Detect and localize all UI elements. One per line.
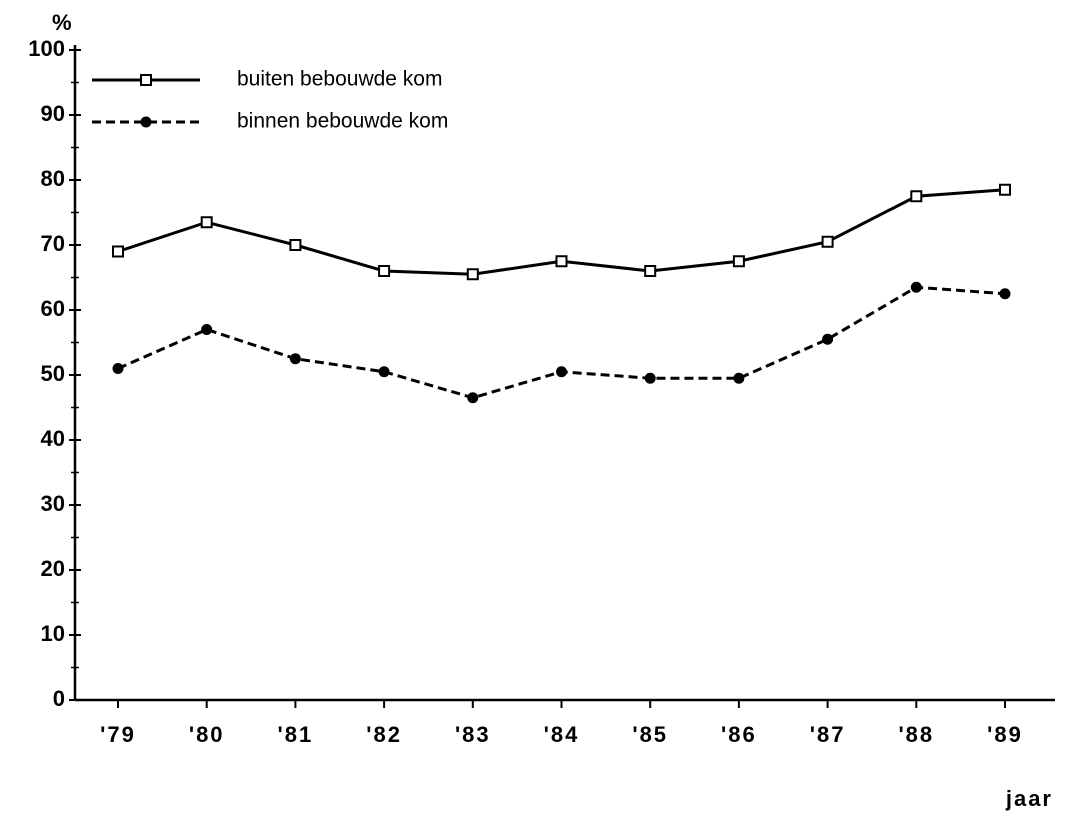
marker <box>378 265 391 277</box>
x-tick-label: '85 <box>632 722 668 747</box>
y-tick-label: 70 <box>41 231 65 256</box>
marker <box>112 245 124 258</box>
marker <box>289 353 301 365</box>
legend-label: binnen bebouwde kom <box>237 110 448 133</box>
y-tick-label: 80 <box>41 166 65 191</box>
marker <box>821 235 834 248</box>
marker <box>467 392 479 404</box>
marker <box>822 333 834 345</box>
y-tick-label: 20 <box>41 556 65 581</box>
x-tick-label: '84 <box>544 722 580 747</box>
y-tick-label: 60 <box>41 296 65 321</box>
y-tick-label: 10 <box>41 621 65 646</box>
marker <box>289 239 302 251</box>
legend-label: buiten bebouwde kom <box>237 68 442 91</box>
marker <box>201 324 213 335</box>
y-tick-label: 40 <box>41 426 65 451</box>
x-tick-label: '88 <box>898 722 934 747</box>
y-tick-label: 90 <box>41 101 65 126</box>
marker <box>999 288 1011 300</box>
y-tick-label: 50 <box>41 361 65 386</box>
marker <box>556 366 567 378</box>
marker <box>140 116 152 128</box>
marker <box>112 363 124 374</box>
marker <box>644 372 656 384</box>
x-tick-label: '87 <box>810 722 846 747</box>
x-tick-label: '82 <box>366 722 402 747</box>
marker <box>555 255 568 268</box>
marker <box>140 74 152 86</box>
series-line <box>117 285 1006 400</box>
marker <box>732 255 745 268</box>
x-tick-label: '83 <box>455 722 491 747</box>
y-tick-label: 30 <box>41 491 65 516</box>
x-tick-label: '86 <box>721 722 757 747</box>
x-tick-label: '80 <box>189 722 225 747</box>
y-tick-label: 100 <box>28 36 65 61</box>
x-axis-label: jaar <box>1005 786 1053 811</box>
x-tick-label: '81 <box>278 722 314 747</box>
x-tick-label: '89 <box>987 722 1023 747</box>
marker <box>378 366 390 378</box>
marker <box>200 216 213 229</box>
marker <box>644 265 657 277</box>
marker <box>733 372 745 384</box>
y-axis-label: % <box>52 10 72 35</box>
x-tick-label: '79 <box>100 722 136 747</box>
y-tick-label: 0 <box>53 686 65 711</box>
marker <box>999 183 1011 196</box>
marker <box>910 190 923 203</box>
marker <box>466 268 479 281</box>
marker <box>910 281 922 293</box>
